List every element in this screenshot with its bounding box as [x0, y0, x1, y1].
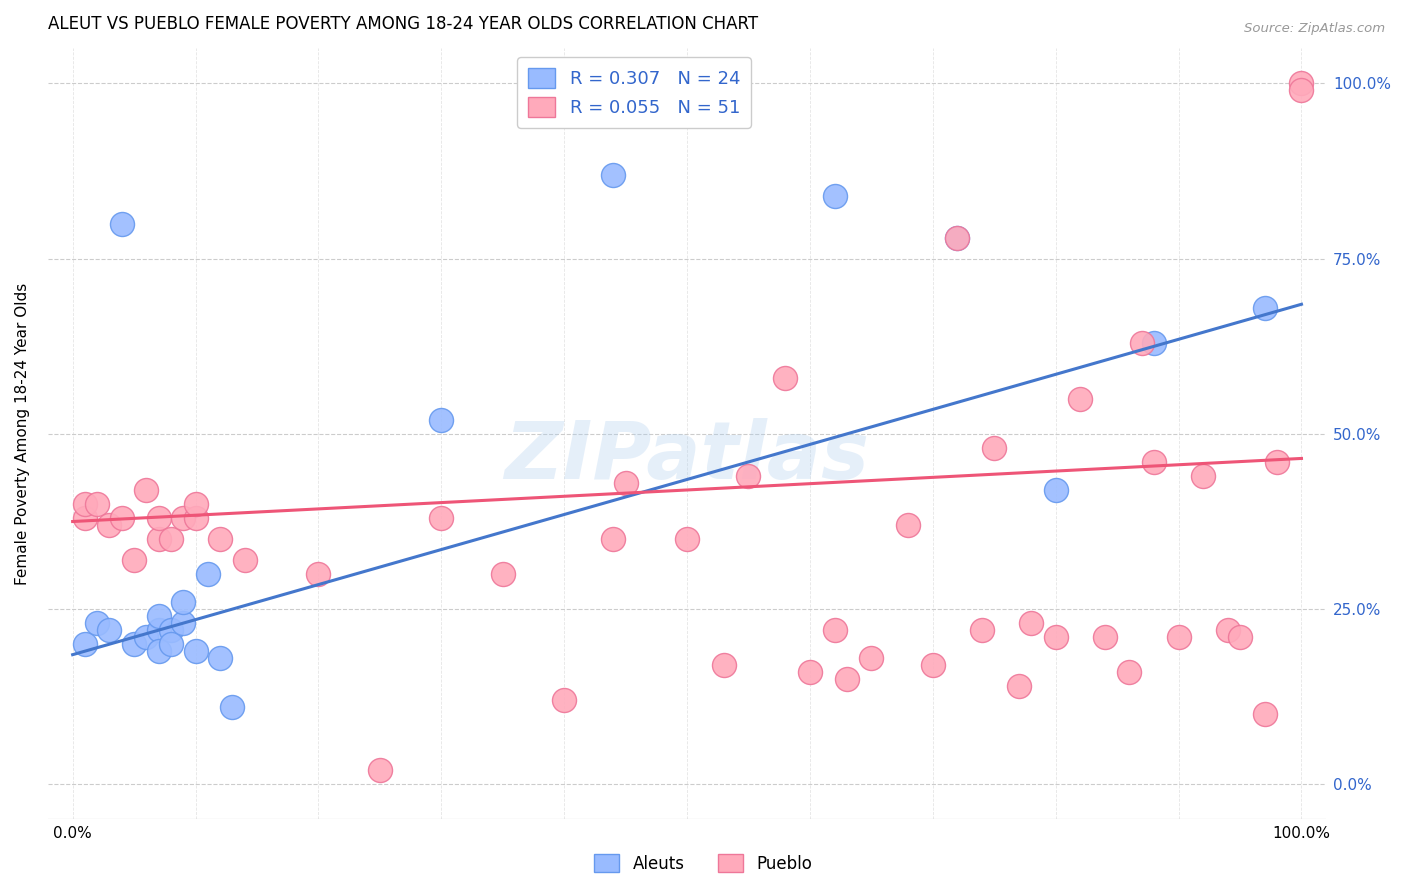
- Point: [209, 651, 232, 665]
- Text: Source: ZipAtlas.com: Source: ZipAtlas.com: [1244, 22, 1385, 36]
- Point: [970, 623, 993, 637]
- Point: [172, 511, 194, 525]
- Point: [602, 532, 624, 546]
- Point: [184, 511, 207, 525]
- Point: [148, 532, 170, 546]
- Point: [1118, 665, 1140, 680]
- Legend: Aleuts, Pueblo: Aleuts, Pueblo: [588, 847, 818, 880]
- Point: [148, 623, 170, 637]
- Point: [148, 511, 170, 525]
- Point: [897, 518, 920, 533]
- Point: [122, 553, 145, 567]
- Point: [184, 644, 207, 658]
- Point: [824, 188, 846, 202]
- Point: [492, 567, 515, 582]
- Point: [111, 217, 134, 231]
- Point: [368, 764, 391, 778]
- Point: [946, 230, 969, 244]
- Point: [1045, 483, 1067, 497]
- Point: [197, 567, 219, 582]
- Point: [307, 567, 329, 582]
- Point: [73, 497, 96, 511]
- Point: [1167, 630, 1189, 644]
- Point: [1229, 630, 1251, 644]
- Point: [1253, 707, 1275, 722]
- Point: [983, 441, 1005, 455]
- Point: [946, 230, 969, 244]
- Point: [1045, 630, 1067, 644]
- Point: [775, 371, 797, 385]
- Point: [430, 413, 453, 427]
- Y-axis label: Female Poverty Among 18-24 Year Olds: Female Poverty Among 18-24 Year Olds: [15, 283, 30, 585]
- Point: [148, 644, 170, 658]
- Point: [1265, 455, 1288, 469]
- Point: [209, 532, 232, 546]
- Point: [1192, 469, 1215, 483]
- Point: [1253, 301, 1275, 315]
- Text: ZIPatlas: ZIPatlas: [505, 418, 869, 496]
- Point: [1019, 616, 1042, 631]
- Point: [160, 637, 183, 651]
- Point: [233, 553, 256, 567]
- Point: [172, 616, 194, 631]
- Point: [160, 623, 183, 637]
- Point: [148, 609, 170, 624]
- Point: [86, 616, 108, 631]
- Point: [799, 665, 821, 680]
- Point: [614, 475, 637, 490]
- Point: [122, 637, 145, 651]
- Point: [1291, 77, 1313, 91]
- Point: [1143, 455, 1166, 469]
- Point: [1069, 392, 1091, 406]
- Point: [98, 623, 121, 637]
- Point: [1291, 83, 1313, 97]
- Point: [160, 532, 183, 546]
- Point: [835, 672, 858, 686]
- Point: [135, 630, 157, 644]
- Point: [1130, 335, 1153, 350]
- Point: [602, 168, 624, 182]
- Point: [921, 658, 943, 673]
- Point: [860, 651, 883, 665]
- Point: [1094, 630, 1116, 644]
- Point: [1143, 335, 1166, 350]
- Point: [676, 532, 699, 546]
- Point: [86, 497, 108, 511]
- Point: [737, 469, 759, 483]
- Point: [1216, 623, 1239, 637]
- Point: [135, 483, 157, 497]
- Point: [111, 511, 134, 525]
- Legend: R = 0.307   N = 24, R = 0.055   N = 51: R = 0.307 N = 24, R = 0.055 N = 51: [517, 57, 751, 128]
- Point: [98, 518, 121, 533]
- Point: [184, 497, 207, 511]
- Point: [73, 511, 96, 525]
- Point: [221, 700, 243, 714]
- Text: ALEUT VS PUEBLO FEMALE POVERTY AMONG 18-24 YEAR OLDS CORRELATION CHART: ALEUT VS PUEBLO FEMALE POVERTY AMONG 18-…: [48, 15, 758, 33]
- Point: [1008, 679, 1031, 693]
- Point: [553, 693, 575, 707]
- Point: [172, 595, 194, 609]
- Point: [73, 637, 96, 651]
- Point: [824, 623, 846, 637]
- Point: [713, 658, 735, 673]
- Point: [430, 511, 453, 525]
